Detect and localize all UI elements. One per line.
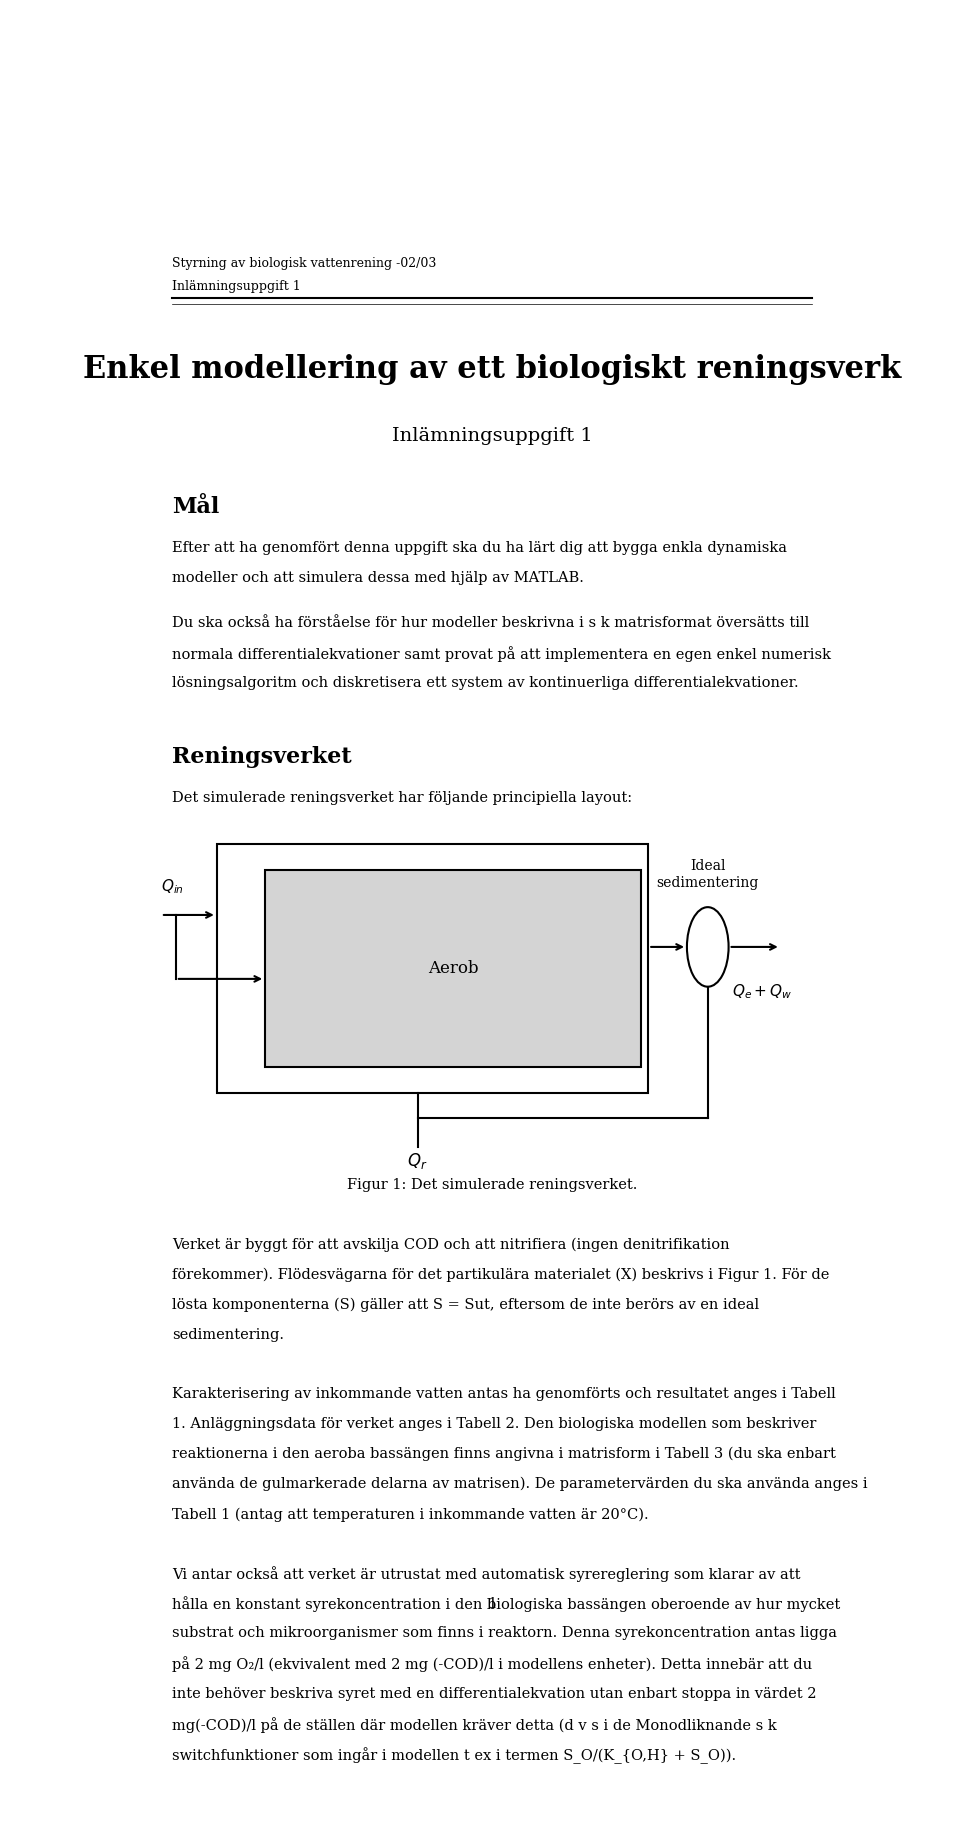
Text: switchfunktioner som ingår i modellen t ex i termen S_O/(K_{O,H} + S_O)).: switchfunktioner som ingår i modellen t …: [172, 1747, 736, 1764]
Text: Det simulerade reningsverket har följande principiella layout:: Det simulerade reningsverket har följand…: [172, 792, 633, 806]
Text: Mål: Mål: [172, 496, 219, 518]
Text: Verket är byggt för att avskilja COD och att nitrifiera (ingen denitrifikation: Verket är byggt för att avskilja COD och…: [172, 1238, 730, 1253]
Text: 1: 1: [487, 1596, 497, 1611]
Text: Inlämningsuppgift 1: Inlämningsuppgift 1: [172, 280, 300, 293]
Text: Aerob: Aerob: [427, 959, 478, 976]
Text: hålla en konstant syrekoncentration i den biologiska bassängen oberoende av hur : hålla en konstant syrekoncentration i de…: [172, 1596, 840, 1613]
Text: $Q_{in}$: $Q_{in}$: [161, 878, 184, 897]
Bar: [265, 869, 641, 1066]
Text: reaktionerna i den aeroba bassängen finns angivna i matrisform i Tabell 3 (du sk: reaktionerna i den aeroba bassängen finn…: [172, 1446, 836, 1461]
Text: sedimentering.: sedimentering.: [172, 1328, 284, 1341]
Text: på 2 mg O₂/l (ekvivalent med 2 mg (-COD)/l i modellens enheter). Detta innebär a: på 2 mg O₂/l (ekvivalent med 2 mg (-COD)…: [172, 1657, 812, 1672]
Text: normala differentialekvationer samt provat på att implementera en egen enkel num: normala differentialekvationer samt prov…: [172, 646, 831, 662]
Text: Enkel modellering av ett biologiskt reningsverk: Enkel modellering av ett biologiskt reni…: [83, 354, 901, 384]
Bar: [217, 843, 648, 1092]
Text: 1. Anläggningsdata för verket anges i Tabell 2. Den biologiska modellen som besk: 1. Anläggningsdata för verket anges i Ta…: [172, 1417, 816, 1430]
Text: använda de gulmarkerade delarna av matrisen). De parametervärden du ska använda : använda de gulmarkerade delarna av matri…: [172, 1478, 868, 1491]
Text: $Q_e+Q_w$: $Q_e+Q_w$: [732, 982, 793, 1002]
Text: Vi antar också att verket är utrustat med automatisk syrereglering som klarar av: Vi antar också att verket är utrustat me…: [172, 1566, 801, 1581]
Text: Ideal
sedimentering: Ideal sedimentering: [657, 858, 759, 889]
Text: lösningsalgoritm och diskretisera ett system av kontinuerliga differentialekvati: lösningsalgoritm och diskretisera ett sy…: [172, 675, 799, 690]
Text: Efter att ha genomfört denna uppgift ska du ha lärt dig att bygga enkla dynamisk: Efter att ha genomfört denna uppgift ska…: [172, 541, 787, 555]
Text: lösta komponenterna (S) gäller att S = Sut, eftersom de inte berörs av en ideal: lösta komponenterna (S) gäller att S = S…: [172, 1297, 759, 1312]
Text: inte behöver beskriva syret med en differentialekvation utan enbart stoppa in vä: inte behöver beskriva syret med en diffe…: [172, 1686, 817, 1701]
Text: mg(-COD)/l på de ställen där modellen kräver detta (d v s i de Monodliknande s k: mg(-COD)/l på de ställen där modellen kr…: [172, 1716, 777, 1732]
Text: modeller och att simulera dessa med hjälp av MATLAB.: modeller och att simulera dessa med hjäl…: [172, 572, 584, 585]
Text: Du ska också ha förståelse för hur modeller beskrivna i s k matrisformat översät: Du ska också ha förståelse för hur model…: [172, 616, 809, 629]
Text: $Q_r$: $Q_r$: [407, 1151, 428, 1172]
Text: Styrning av biologisk vattenrening -02/03: Styrning av biologisk vattenrening -02/0…: [172, 256, 437, 269]
Text: Karakterisering av inkommande vatten antas ha genomförts och resultatet anges i : Karakterisering av inkommande vatten ant…: [172, 1387, 836, 1400]
Circle shape: [687, 908, 729, 987]
Text: Figur 1: Det simulerade reningsverket.: Figur 1: Det simulerade reningsverket.: [347, 1177, 637, 1192]
Text: Tabell 1 (antag att temperaturen i inkommande vatten är 20°C).: Tabell 1 (antag att temperaturen i inkom…: [172, 1507, 649, 1522]
Text: Inlämningsuppgift 1: Inlämningsuppgift 1: [392, 428, 592, 445]
Text: substrat och mikroorganismer som finns i reaktorn. Denna syrekoncentration antas: substrat och mikroorganismer som finns i…: [172, 1625, 837, 1640]
Text: Reningsverket: Reningsverket: [172, 745, 351, 768]
Text: förekommer). Flödesvägarna för det partikulära materialet (X) beskrivs i Figur 1: förekommer). Flödesvägarna för det parti…: [172, 1268, 829, 1282]
